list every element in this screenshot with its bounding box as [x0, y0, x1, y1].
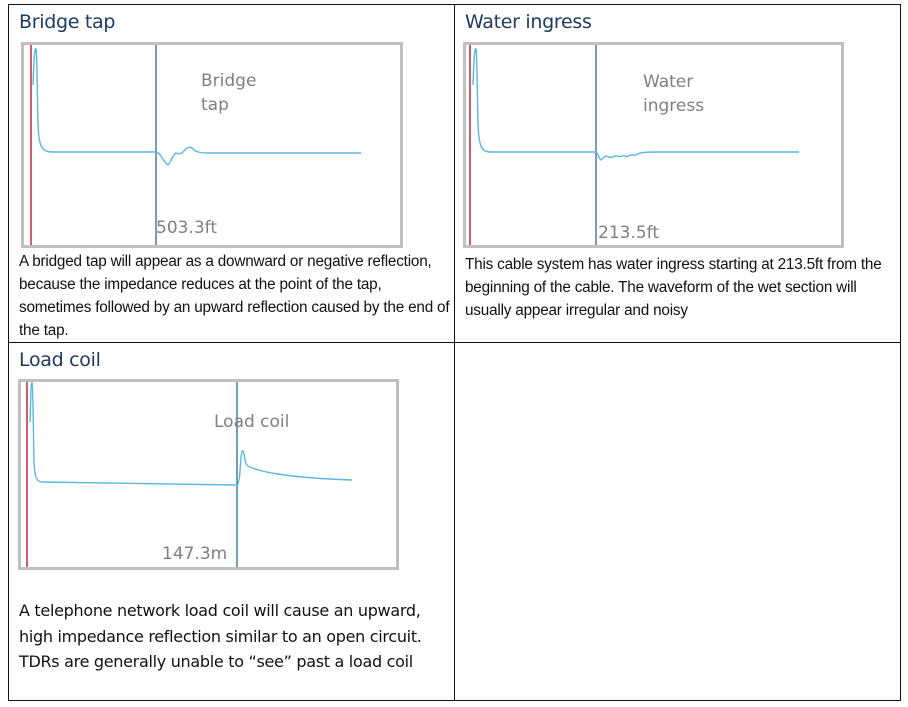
table-row-divider: [8, 342, 901, 343]
chart-annotation: Water ingress: [643, 70, 704, 118]
fault-distance-label: 213.5ft: [598, 223, 660, 243]
chart-annotation: Load coil: [214, 410, 289, 434]
waveform-plot: [26, 382, 353, 567]
cell-title-water-ingress: Water ingress: [465, 11, 592, 33]
cell-description: A telephone network load coil will cause…: [19, 601, 422, 671]
cell-title-load-coil: Load coil: [19, 349, 101, 371]
fault-distance-label: 147.3m: [162, 544, 228, 564]
cell-description: This cable system has water ingress star…: [465, 256, 882, 319]
fault-distance-label: 503.3ft: [156, 218, 218, 238]
waveform-plot: [30, 45, 361, 245]
chart-annotation: Bridge tap: [201, 69, 256, 117]
annotation-line: Load coil: [214, 412, 290, 432]
trace-line: [32, 48, 361, 166]
annotation-line: Bridge: [201, 71, 257, 91]
tdr-trace-load-coil: [18, 379, 399, 570]
tdr-trace-bridge-tap: [21, 42, 403, 248]
cell-title-bridge-tap: Bridge tap: [19, 11, 116, 33]
tdr-trace-water-ingress: [463, 42, 844, 248]
cell-description: A bridged tap will appear as a downward …: [19, 253, 450, 339]
trace-line: [29, 382, 353, 486]
annotation-line: tap: [201, 95, 229, 115]
table-column-divider: [454, 4, 455, 701]
trace-line: [472, 48, 799, 161]
empty-cell: [456, 344, 900, 700]
waveform-plot: [469, 45, 799, 245]
annotation-line: Water: [643, 72, 694, 92]
annotation-line: ingress: [643, 96, 705, 116]
